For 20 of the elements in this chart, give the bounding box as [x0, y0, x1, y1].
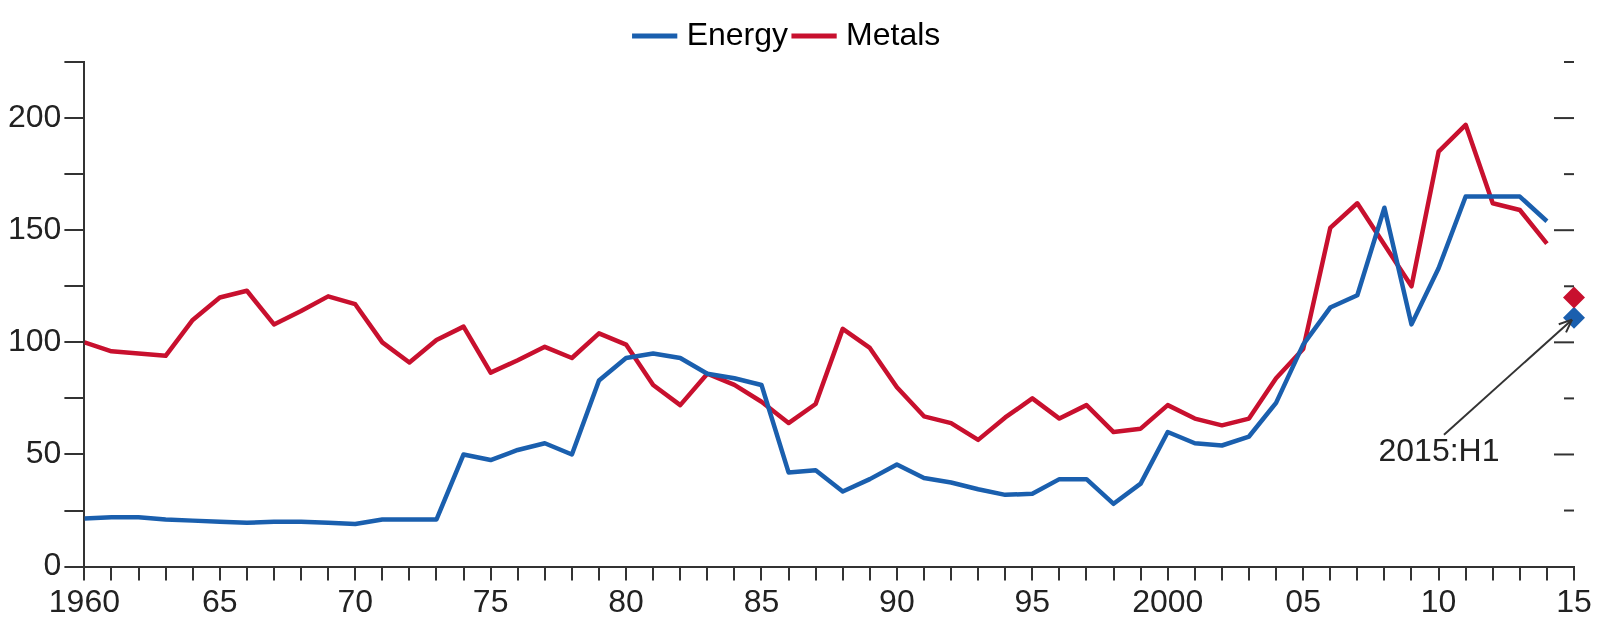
- y-tick-label: 200: [8, 97, 62, 134]
- y-tick-label: 50: [25, 434, 62, 471]
- y-tick-label: 100: [8, 322, 62, 359]
- x-tick-label: 70: [337, 582, 374, 619]
- x-tick-label: 95: [1014, 582, 1051, 619]
- x-tick-label: 1960: [48, 582, 120, 619]
- y-tick-label: 0: [43, 546, 62, 583]
- x-tick-label: 75: [472, 582, 509, 619]
- legend-label: Energy: [686, 15, 789, 52]
- x-tick-label: 2000: [1132, 582, 1204, 619]
- x-tick-label: 10: [1420, 582, 1457, 619]
- x-tick-label: 80: [608, 582, 644, 619]
- x-tick-label: 85: [743, 582, 780, 619]
- x-tick-label: 90: [879, 582, 915, 619]
- x-tick-label: 15: [1556, 582, 1592, 619]
- x-tick-label: 05: [1285, 582, 1321, 619]
- x-tick-label: 65: [202, 582, 238, 619]
- y-tick-label: 150: [8, 210, 62, 247]
- annotation: 2015:H1: [1378, 432, 1500, 469]
- legend-label: Metals: [846, 15, 941, 52]
